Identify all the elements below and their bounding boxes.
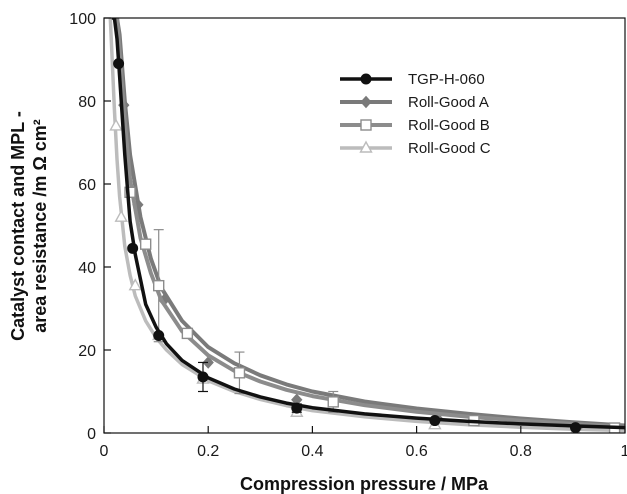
y-tick-label: 20 bbox=[78, 343, 96, 360]
data-point bbox=[181, 327, 194, 340]
legend-marker bbox=[360, 73, 372, 85]
y-axis-title-line-2: area resistance /m Ω cm² bbox=[30, 119, 50, 333]
legend: TGP-H-060 Roll-Good A Roll-Good B Roll-Good… bbox=[340, 71, 491, 157]
tick-layer: 0 0.2 0.4 0.6 0.8 1 0 20 40 60 80 100 bbox=[69, 11, 627, 460]
legend-marker bbox=[359, 140, 373, 153]
data-point bbox=[197, 371, 209, 383]
data-point bbox=[327, 396, 339, 408]
plot-frame bbox=[103, 17, 626, 434]
x-tick-label: 0.8 bbox=[510, 443, 532, 460]
data-point bbox=[128, 278, 142, 291]
legend-label: Roll-Good A bbox=[408, 94, 489, 111]
series-tgp-h-060 bbox=[111, 18, 625, 433]
x-tick-label: 0.4 bbox=[301, 443, 323, 460]
x-tick-label: 0.2 bbox=[197, 443, 219, 460]
y-tick-label: 60 bbox=[78, 177, 96, 194]
y-axis-title-line-1: Catalyst contact and MPL - bbox=[8, 111, 28, 341]
legend-label: TGP-H-060 bbox=[408, 71, 485, 88]
data-point bbox=[233, 367, 246, 379]
data-point bbox=[139, 238, 152, 250]
legend-entry: Roll-Good A bbox=[340, 94, 489, 111]
y-tick-label: 40 bbox=[78, 260, 96, 277]
data-point bbox=[127, 242, 139, 254]
legend-label: Roll-Good B bbox=[408, 117, 490, 134]
data-point bbox=[202, 356, 214, 369]
legend-label: Roll-Good C bbox=[408, 140, 491, 157]
series-roll-good-b bbox=[114, 18, 625, 433]
data-point bbox=[291, 402, 303, 414]
data-point bbox=[153, 329, 165, 341]
data-point bbox=[570, 422, 582, 433]
legend-entry: Roll-Good C bbox=[340, 140, 491, 157]
y-tick-label: 0 bbox=[87, 426, 96, 443]
legend-marker bbox=[360, 95, 372, 109]
x-tick-label: 0.6 bbox=[405, 443, 427, 460]
data-point bbox=[153, 279, 165, 292]
x-axis-title: Compression pressure / MPa bbox=[240, 474, 489, 494]
x-tick-label: 0 bbox=[100, 443, 109, 460]
x-tick-label: 1 bbox=[621, 443, 627, 460]
y-tick-label: 100 bbox=[69, 11, 96, 28]
data-point bbox=[429, 415, 441, 427]
data-point bbox=[113, 58, 125, 70]
data-point bbox=[124, 186, 136, 199]
legend-entry: Roll-Good B bbox=[340, 117, 490, 134]
legend-entry: TGP-H-060 bbox=[340, 71, 485, 88]
y-tick-label: 80 bbox=[78, 94, 96, 111]
data-point bbox=[109, 118, 123, 131]
legend-marker bbox=[360, 119, 372, 131]
series-line bbox=[114, 18, 625, 429]
data-point bbox=[114, 209, 128, 222]
series-line bbox=[111, 18, 625, 430]
series-layer bbox=[108, 18, 625, 433]
